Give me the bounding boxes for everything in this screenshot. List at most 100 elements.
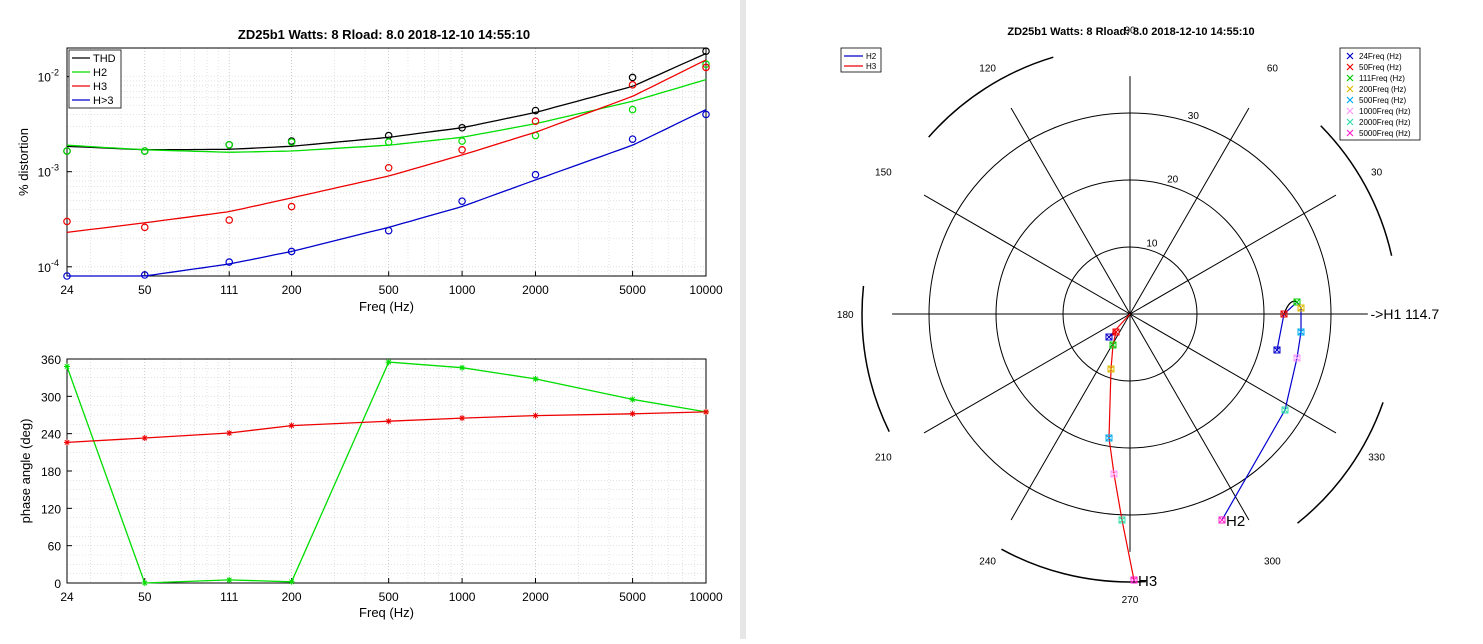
data-point-H3 (225, 216, 234, 224)
y-tick-label: 360 (41, 353, 61, 367)
polar-outer-ring (861, 45, 1399, 583)
polar-marker-square (1118, 516, 1126, 524)
polar-marker-x (1118, 516, 1126, 524)
data-point-Hgt3 (140, 271, 149, 279)
polar-marker-square (1107, 365, 1115, 373)
y-tick-label: 240 (41, 428, 61, 442)
legend-marker (1346, 129, 1354, 137)
data-point-H3 (384, 163, 393, 172)
polar-marker-x (1297, 304, 1305, 312)
y-tick-label: 0 (54, 577, 61, 591)
polar-marker-square (1130, 576, 1138, 584)
polar-angle-label: 90 (1124, 25, 1136, 36)
x-tick-label: 111 (220, 590, 239, 604)
right-figure-panel: ZD25b1 Watts: 8 Rload: 8.0 2018-12-10 14… (746, 0, 1483, 639)
phase-point-H2 (226, 576, 233, 583)
y-axis-label: % distortion (16, 128, 31, 196)
phase-plot: 24 50 111 200 500 1000 2000 5000 10000 0 60 120 180 2… (18, 353, 723, 620)
phase-point-H2 (64, 363, 70, 370)
phase-point-H3 (226, 430, 233, 437)
polar-marker-x (1297, 328, 1305, 336)
data-point-H2 (628, 105, 637, 114)
phase-point-H2 (141, 580, 148, 586)
x-tick-label: 500 (379, 590, 399, 604)
legend-label: 24Freq (Hz) (1359, 52, 1402, 61)
x-tick-label: 5000 (619, 283, 646, 297)
x-tick-label: 50 (138, 283, 152, 297)
x-tick-label: 24 (60, 283, 74, 297)
y-tick-base: 10 (38, 71, 52, 85)
polar-angle-label: 180 (837, 310, 854, 321)
data-point-H2 (458, 137, 466, 145)
y-axis-label: phase angle (deg) (18, 419, 33, 524)
polar-chart-title: ZD25b1 Watts: 8 Rload: 8.0 2018-12-10 14… (1007, 26, 1254, 38)
legend-label: 50Freq (Hz) (1359, 63, 1402, 72)
data-point-Hgt3 (458, 197, 466, 205)
x-tick-label: 2000 (522, 590, 549, 604)
y-tick-label: 120 (41, 502, 61, 516)
x-tick-label: 200 (282, 590, 302, 604)
polar-marker-square (1297, 328, 1305, 336)
legend-box (68, 49, 122, 109)
y-tick-base: 10 (38, 166, 52, 180)
polar-marker-legend: 24Freq (Hz) 50Freq (Hz) 111Freq (Hz) 200Fre… (1339, 47, 1421, 141)
polar-marker-x (1280, 310, 1288, 318)
data-point-H2 (287, 138, 296, 146)
data-point-Hgt3 (702, 110, 710, 119)
phase-point-H3 (703, 408, 709, 415)
x-tick-label: 24 (60, 590, 74, 604)
y-tick-exponent: -2 (51, 68, 59, 78)
polar-angle-label: 150 (875, 168, 892, 179)
y-tick-label: 60 (48, 540, 62, 554)
x-tick-label: 10000 (689, 283, 723, 297)
polar-figure: ZD25b1 Watts: 8 Rload: 8.0 2018-12-10 14… (837, 25, 1440, 606)
x-tick-label: 200 (282, 283, 302, 297)
x-tick-label: 1000 (449, 590, 476, 604)
legend-label: 111Freq (Hz) (1359, 74, 1405, 83)
x-tick-label: 111 (220, 283, 239, 297)
distortion-plot: 24 50 111 200 500 1000 2000 5000 1000010-410-310… (16, 47, 723, 314)
legend: THD H2 H3 H>3 (68, 49, 122, 109)
data-point-H3 (531, 117, 540, 125)
data-point-THD (702, 47, 710, 56)
phase-point-H3 (459, 415, 466, 422)
legend-label: THD (93, 53, 116, 65)
data-point-H3 (702, 63, 710, 72)
data-point-Hgt3 (63, 272, 71, 280)
polar-marker-x (1107, 365, 1115, 373)
x-tick-label: 5000 (619, 590, 646, 604)
data-point-Hgt3 (225, 258, 234, 266)
legend-marker (1346, 63, 1354, 71)
data-point-H2 (384, 138, 393, 146)
y-tick-label: 180 (41, 465, 61, 479)
data-point-Hgt3 (384, 226, 393, 235)
polar-angle-label: 330 (1368, 452, 1385, 463)
polar-line-H2 (1221, 301, 1302, 521)
data-point-H3 (287, 202, 296, 211)
polar-ring-label: 10 (1146, 238, 1158, 249)
phase-point-H2 (385, 359, 392, 366)
polar-marker-square (1280, 310, 1288, 318)
y-tick-label: 10-4 (38, 258, 59, 275)
polar-angle-label: 300 (1264, 557, 1281, 568)
x-tick-label: 2000 (522, 283, 549, 297)
polar-ring-label: 30 (1188, 111, 1200, 122)
polar-marker-x (1112, 328, 1120, 336)
polar-marker-x (1130, 576, 1138, 584)
polar-marker-x (1293, 354, 1301, 362)
legend-marker (1346, 107, 1354, 115)
x-axis-label: Freq (Hz) (359, 605, 414, 620)
polar-ring-label: 20 (1167, 175, 1179, 186)
polar-angle-label: 210 (875, 452, 892, 463)
data-point-H3 (458, 145, 466, 154)
polar-angle-label: 270 (1122, 595, 1139, 606)
x-axis-label: Freq (Hz) (359, 299, 414, 314)
plot-frame (66, 47, 707, 277)
reference-label: ->H1 114.7 (1371, 306, 1440, 322)
plot-frame (66, 358, 707, 584)
phase-point-H2 (459, 364, 466, 371)
polar-marker-square (1218, 516, 1226, 524)
polar-marker-square (1105, 434, 1113, 442)
polar-marker-x (1293, 298, 1301, 306)
